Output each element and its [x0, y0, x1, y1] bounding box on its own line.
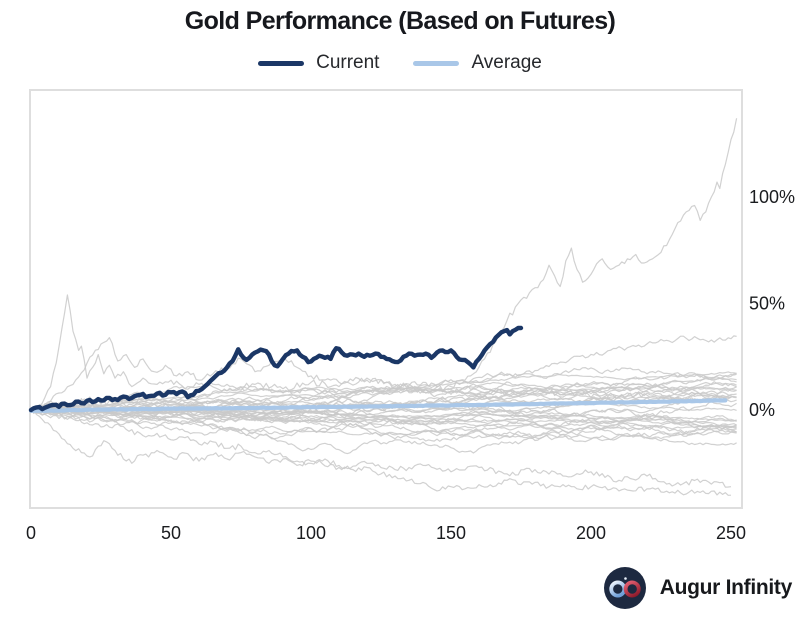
historical-line: [30, 409, 732, 496]
historical-lines: [30, 118, 738, 496]
legend-label-current: Current: [316, 52, 380, 73]
historical-line: [30, 367, 737, 415]
brand-logo: Augur Infinity: [603, 566, 792, 610]
historical-line: [30, 402, 737, 417]
y-tick-label: 100%: [749, 187, 795, 207]
historical-line: [30, 408, 737, 443]
x-tick-label: 250: [716, 523, 746, 543]
x-tick-label: 200: [576, 523, 606, 543]
historical-line: [30, 396, 737, 430]
legend-label-average: Average: [471, 52, 542, 73]
historical-line: [30, 409, 732, 488]
historical-line: [30, 406, 737, 455]
x-tick-label: 150: [436, 523, 466, 543]
legend-swatch-current: [258, 60, 305, 66]
chart-title: Gold Performance (Based on Futures): [184, 7, 616, 35]
legend-swatch-average: [413, 60, 460, 66]
legend: Current Average: [0, 52, 800, 74]
brand-name: Augur Infinity: [659, 576, 793, 599]
historical-line: [30, 408, 737, 423]
historical-line: [30, 400, 737, 425]
x-tick-label: 0: [26, 523, 36, 543]
y-tick-label: 50%: [749, 294, 785, 314]
historical-line: [30, 381, 737, 426]
y-tick-label: 0%: [749, 400, 775, 420]
x-tick-label: 100: [296, 523, 326, 543]
current-line: [28, 325, 524, 413]
x-tick-label: 50: [161, 523, 181, 543]
historical-line: [30, 294, 732, 411]
historical-line: [30, 388, 737, 425]
legend-item-current[interactable]: Current: [258, 52, 379, 74]
average-line: [28, 398, 728, 413]
x-axis-tick-labels: 0 50 100 150 200 250: [26, 523, 746, 543]
infinity-icon: [603, 567, 646, 609]
legend-item-average[interactable]: Average: [413, 52, 542, 74]
y-axis-tick-labels: 0% 50% 100%: [749, 187, 795, 420]
historical-line: [30, 371, 737, 411]
plot-border: [29, 89, 743, 509]
historical-line: [30, 400, 737, 442]
